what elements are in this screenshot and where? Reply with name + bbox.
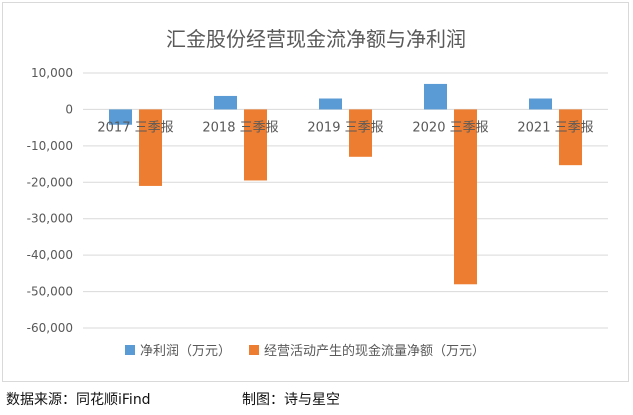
data-source: 数据来源：同花顺iFind — [6, 389, 151, 409]
legend-swatch-operating-cash-flow — [249, 345, 259, 355]
bar-net-profit — [214, 96, 237, 109]
y-tick-label: -50,000 — [27, 285, 73, 299]
chart: 汇金股份经营现金流净额与净利润 10,000 0 -10,000 -20,000 -30… — [3, 3, 630, 383]
x-tick-label: 2021 三季报 — [517, 120, 593, 135]
bar-operating-cash-flow — [454, 109, 477, 284]
footer: 数据来源：同花顺iFind 制图：诗与星空 — [6, 389, 626, 409]
chart-frame: 汇金股份经营现金流净额与净利润 10,000 0 -10,000 -20,000 -30… — [2, 2, 629, 382]
y-tick-label: -20,000 — [27, 175, 73, 189]
chart-title: 汇金股份经营现金流净额与净利润 — [166, 27, 466, 51]
x-tick-label: 2017 三季报 — [97, 120, 173, 135]
y-tick-label: 0 — [65, 102, 73, 116]
y-tick-label: -40,000 — [27, 248, 73, 262]
x-tick-label: 2018 三季报 — [202, 120, 278, 135]
y-tick-label: 10,000 — [31, 66, 73, 80]
y-tick-label: -10,000 — [27, 139, 73, 153]
bars — [109, 84, 582, 284]
legend: 净利润（万元） 经营活动产生的现金流量净额（万元） — [125, 343, 485, 359]
bar-net-profit — [529, 99, 552, 110]
bar-net-profit — [424, 84, 447, 110]
legend-label-net-profit: 净利润（万元） — [140, 344, 231, 359]
legend-swatch-net-profit — [125, 345, 135, 355]
x-tick-label: 2020 三季报 — [412, 120, 488, 135]
bar-net-profit — [319, 99, 342, 110]
chart-maker: 制图：诗与星空 — [242, 389, 340, 409]
y-tick-label: -30,000 — [27, 212, 73, 226]
y-axis: 10,000 0 -10,000 -20,000 -30,000 -40,000 -50,0… — [27, 66, 73, 335]
x-tick-label: 2019 三季报 — [307, 120, 383, 135]
legend-label-operating-cash-flow: 经营活动产生的现金流量净额（万元） — [264, 343, 485, 359]
x-axis: 2017 三季报 2018 三季报 2019 三季报 2020 三季报 2021 三季报 — [97, 120, 593, 135]
bar-operating-cash-flow — [559, 109, 582, 165]
y-tick-label: -60,000 — [27, 321, 73, 335]
